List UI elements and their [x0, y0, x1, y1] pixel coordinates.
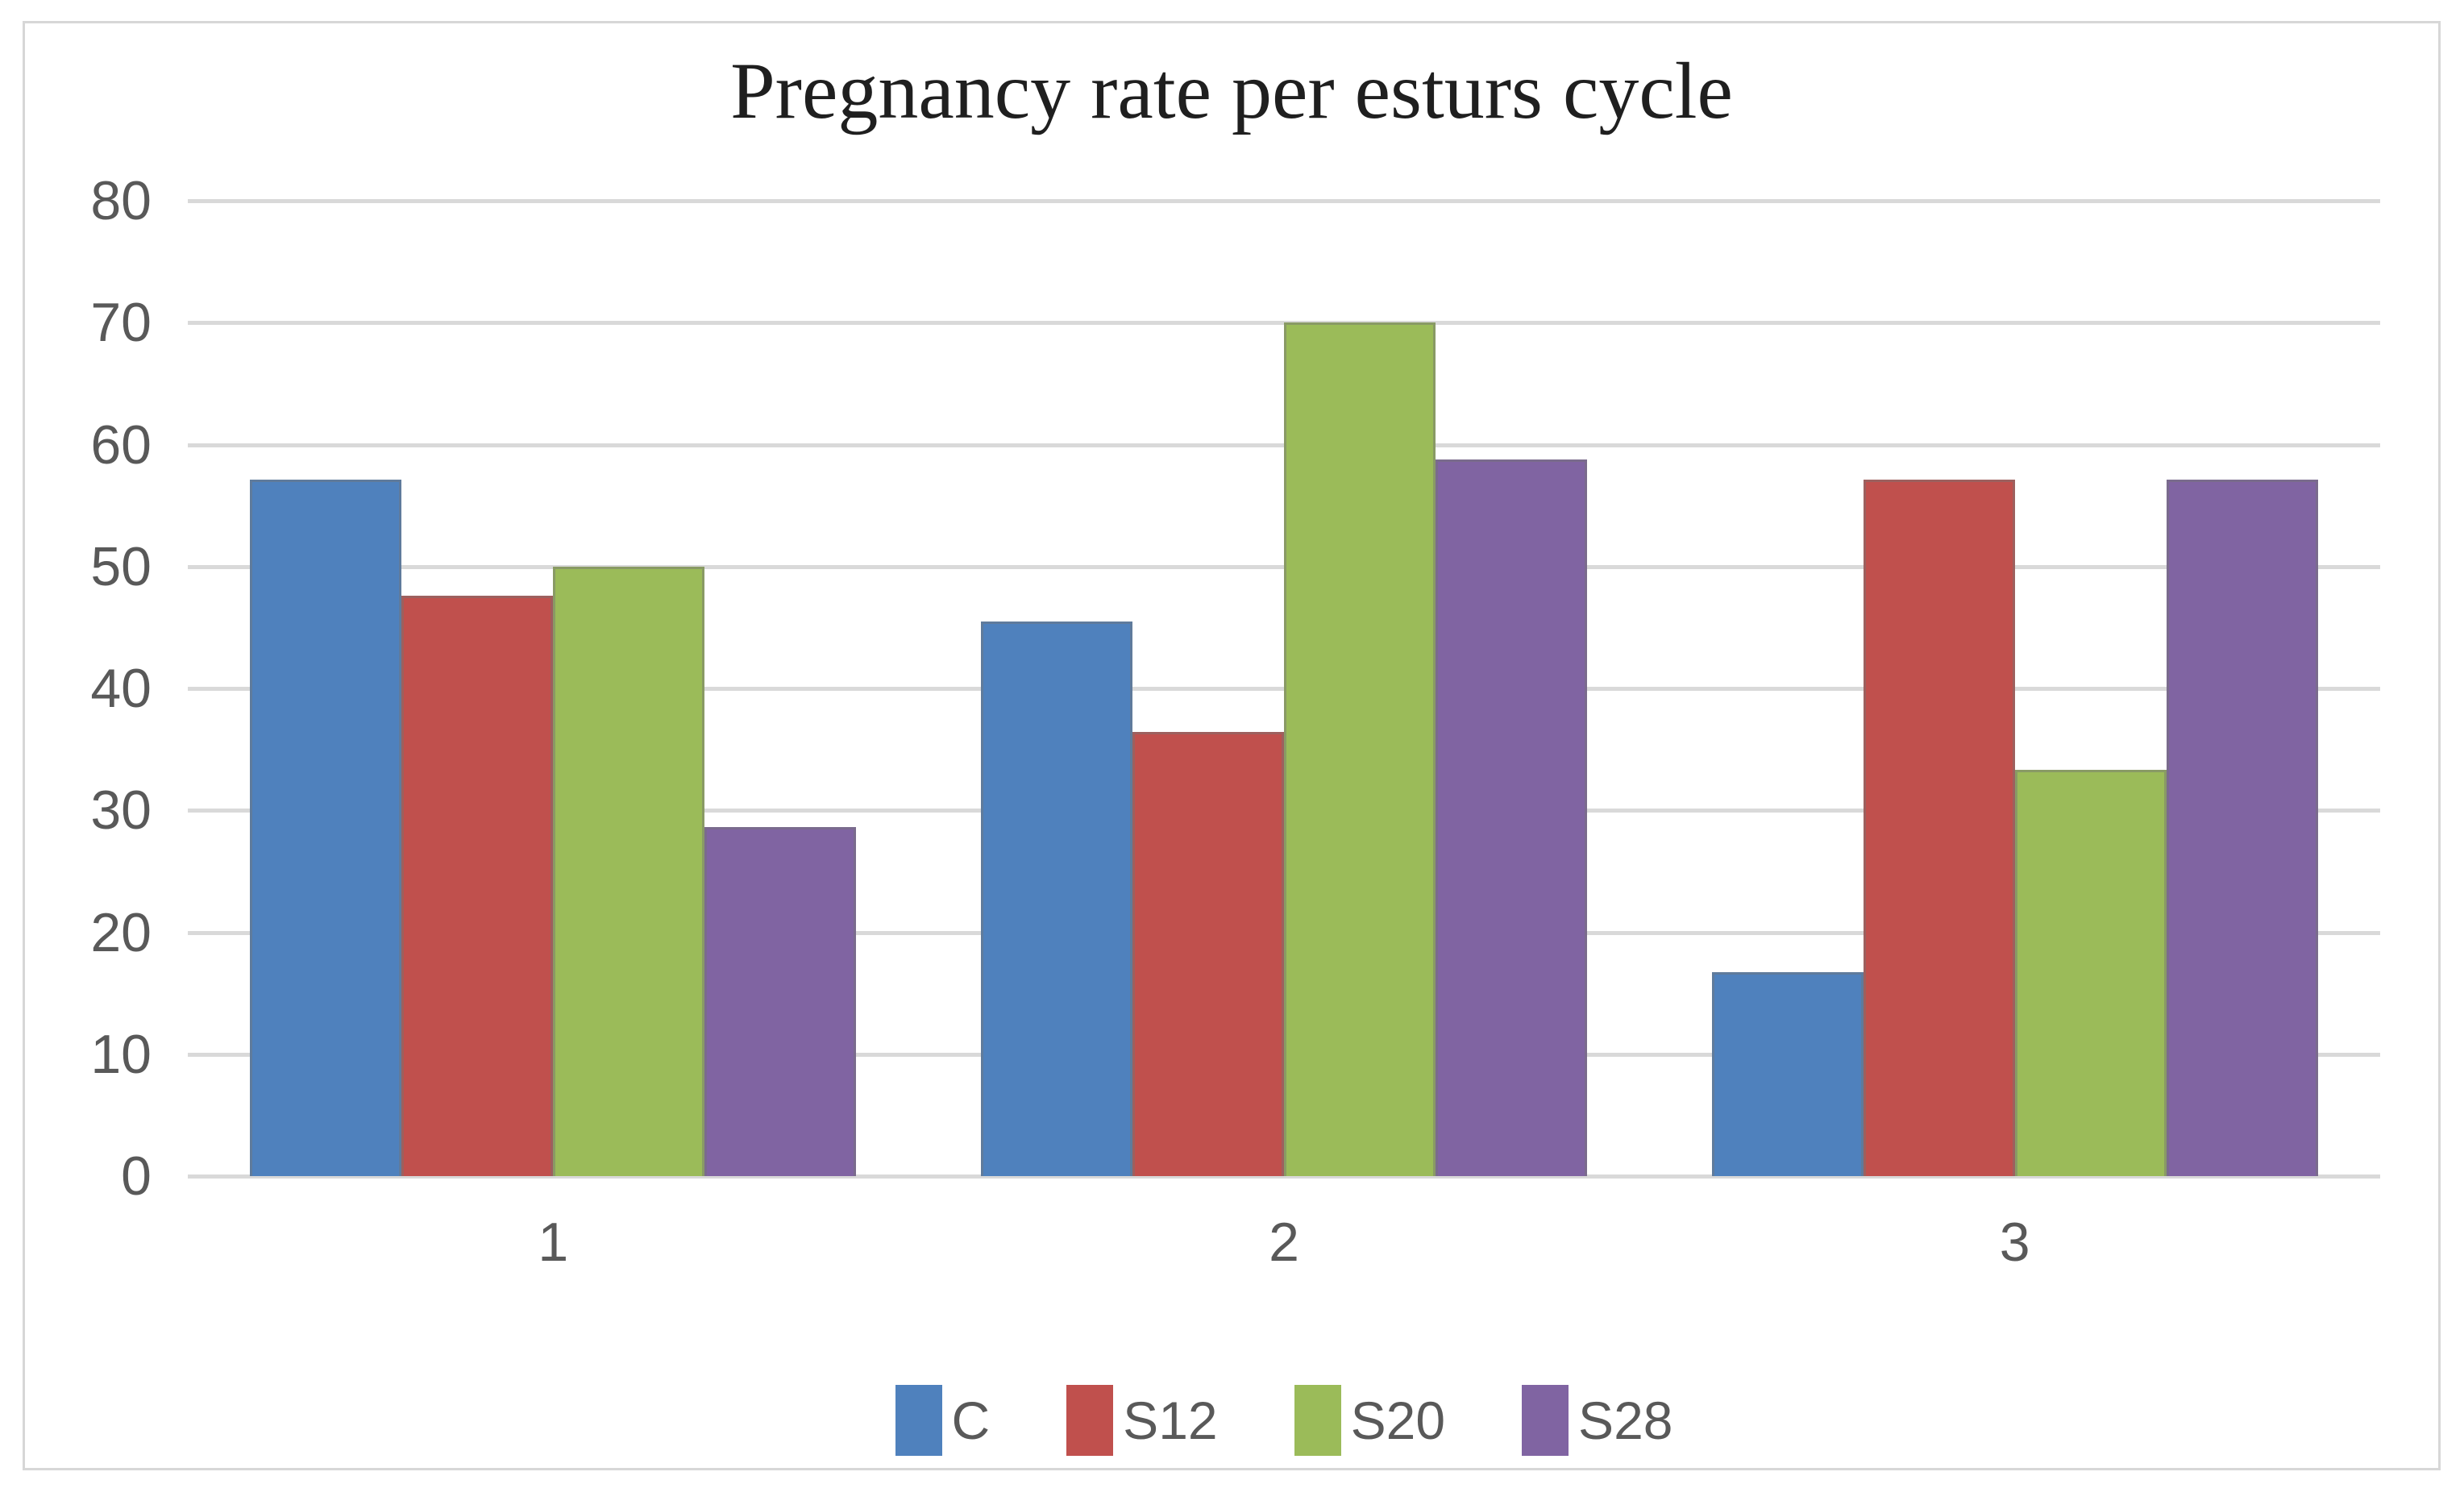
y-tick-label: 60 [90, 414, 152, 476]
bar-S28-cat2 [1436, 459, 1587, 1176]
legend-item-S12: S12 [1066, 1385, 1218, 1456]
y-tick-label: 40 [90, 658, 152, 719]
legend-label-S28: S28 [1578, 1391, 1673, 1450]
legend: C S12 S20 S28 [188, 1368, 2380, 1473]
y-tick-label: 50 [90, 535, 152, 597]
legend-swatch-S20 [1294, 1385, 1341, 1456]
y-tick-label: 80 [90, 170, 152, 231]
bar-C-cat3 [1711, 972, 1864, 1176]
bar-S20-cat1 [553, 566, 705, 1176]
bar-S20-cat2 [1284, 322, 1436, 1176]
bar-S28-cat1 [704, 827, 857, 1176]
legend-swatch-S28 [1522, 1385, 1569, 1456]
x-tick-label: 1 [538, 1212, 569, 1273]
y-tick-label: 30 [90, 780, 152, 842]
bar-S12-cat1 [401, 596, 554, 1176]
legend-label-C: C [951, 1391, 991, 1450]
bar-S20-cat3 [2014, 770, 2167, 1176]
gridline [188, 199, 2380, 203]
legend-item-C: C [895, 1385, 991, 1456]
bar-S12-cat2 [1132, 732, 1284, 1176]
legend-swatch-C [895, 1385, 942, 1456]
bar-C-cat1 [250, 480, 402, 1176]
gridline [188, 1174, 2380, 1179]
y-tick-label: 70 [90, 292, 152, 354]
legend-label-S12: S12 [1123, 1391, 1218, 1450]
legend-item-S28: S28 [1522, 1385, 1672, 1456]
legend-item-S20: S20 [1294, 1385, 1445, 1456]
bar-S28-cat3 [2166, 480, 2318, 1176]
x-tick-label: 3 [1999, 1212, 2030, 1273]
chart-canvas: Pregnancy rate per esturs cycle 0 10 20 30 4… [23, 21, 2441, 1470]
chart-title: Pregnancy rate per esturs cycle [730, 46, 1733, 135]
y-tick-label: 20 [90, 901, 152, 963]
legend-swatch-S12 [1066, 1385, 1114, 1456]
y-tick-label: 0 [121, 1145, 152, 1207]
bar-S12-cat3 [1863, 480, 2015, 1176]
plot-area: 0 10 20 30 40 50 60 70 80 1 2 3 [90, 170, 2380, 1273]
x-tick-label: 2 [1269, 1212, 1299, 1273]
legend-label-S20: S20 [1350, 1391, 1446, 1450]
bar-C-cat2 [981, 621, 1132, 1176]
y-tick-label: 10 [90, 1023, 152, 1085]
